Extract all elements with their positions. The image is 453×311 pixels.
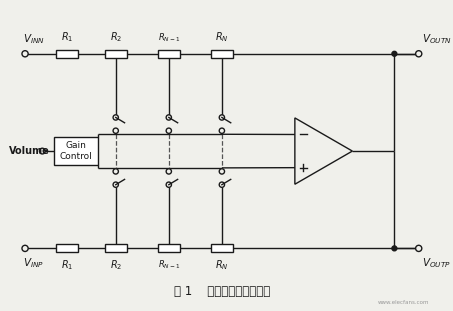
Text: Volume: Volume (9, 146, 50, 156)
Text: $R_1$: $R_1$ (61, 30, 73, 44)
Bar (54, 137, 98, 165)
Circle shape (392, 246, 397, 251)
Bar (56, 244, 78, 252)
Circle shape (416, 246, 421, 251)
Circle shape (220, 115, 224, 119)
Circle shape (40, 149, 44, 153)
Circle shape (114, 183, 118, 187)
Circle shape (220, 183, 224, 187)
Bar (211, 50, 233, 58)
Bar (56, 50, 78, 58)
Bar (158, 244, 180, 252)
Circle shape (220, 129, 224, 133)
Circle shape (167, 183, 171, 187)
Circle shape (220, 169, 224, 174)
Circle shape (167, 169, 171, 174)
Circle shape (23, 51, 27, 56)
Circle shape (167, 129, 171, 133)
Text: 图 1    前置放大器结构框图: 图 1 前置放大器结构框图 (174, 285, 270, 298)
Text: $R_1$: $R_1$ (61, 258, 73, 272)
Text: $R_2$: $R_2$ (110, 30, 122, 44)
Text: $V_{OUTN}$: $V_{OUTN}$ (422, 32, 452, 46)
Bar (105, 244, 127, 252)
Text: $R_N$: $R_N$ (215, 30, 229, 44)
Text: Gain
Control: Gain Control (59, 142, 92, 161)
Circle shape (167, 115, 171, 119)
Text: $R_{N-1}$: $R_{N-1}$ (158, 258, 180, 271)
Bar (211, 244, 233, 252)
Circle shape (114, 129, 118, 133)
Bar (158, 50, 180, 58)
Bar (105, 50, 127, 58)
Text: $V_{OUTP}$: $V_{OUTP}$ (422, 256, 451, 270)
Text: $R_{N-1}$: $R_{N-1}$ (158, 31, 180, 44)
Text: $V_{INN}$: $V_{INN}$ (23, 32, 45, 46)
Text: $V_{INP}$: $V_{INP}$ (23, 256, 44, 270)
Circle shape (23, 246, 27, 251)
Text: $R_N$: $R_N$ (215, 258, 229, 272)
Circle shape (416, 51, 421, 56)
Text: $R_2$: $R_2$ (110, 258, 122, 272)
Circle shape (114, 115, 118, 119)
Text: www.elecfans.com: www.elecfans.com (378, 300, 430, 305)
Circle shape (114, 169, 118, 174)
Circle shape (392, 51, 397, 56)
